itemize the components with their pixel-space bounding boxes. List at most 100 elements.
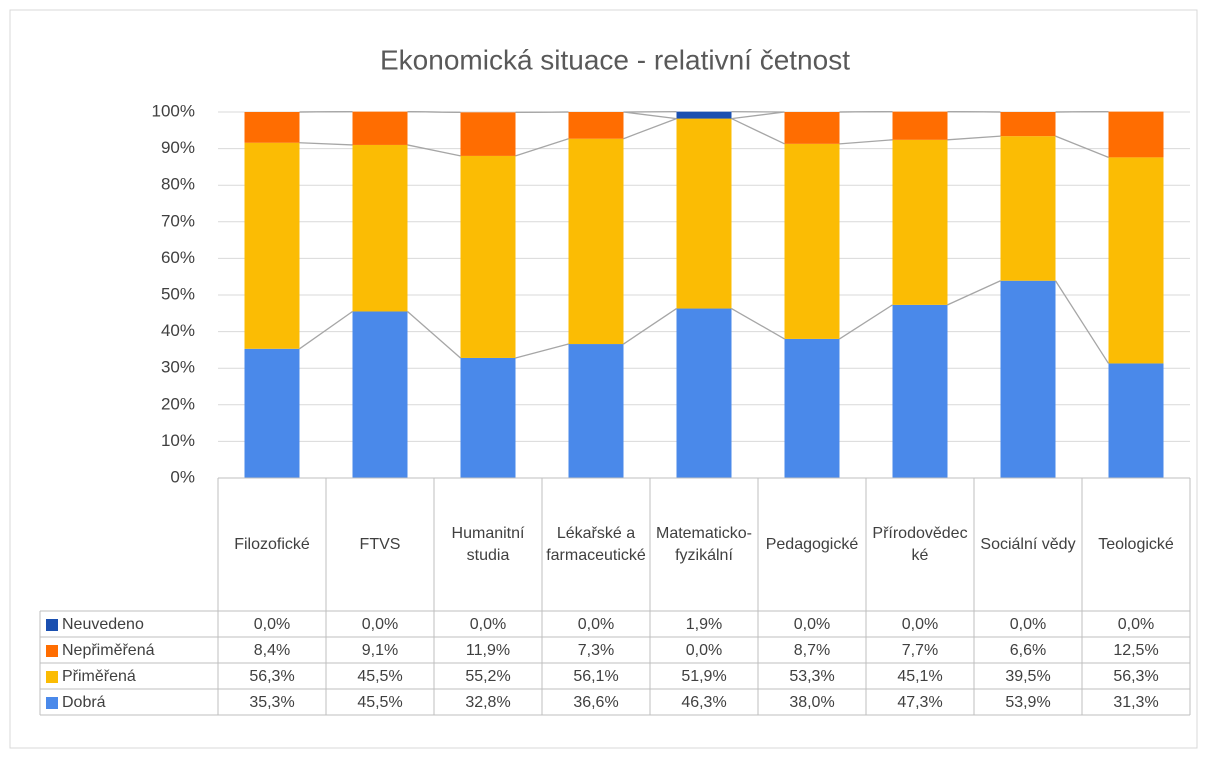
series-line (407, 110, 461, 114)
y-tick-label: 50% (161, 284, 195, 303)
bar-segment (784, 112, 840, 144)
series-line (299, 310, 353, 350)
y-tick-label: 20% (161, 394, 195, 413)
bar-segment (676, 118, 732, 309)
bar-segment (1108, 111, 1164, 158)
data-label: 8,4% (254, 642, 290, 659)
legend-label: Dobrá (62, 694, 106, 711)
category-cell: Lékařské a farmaceutické (546, 524, 646, 564)
y-tick-label: 70% (161, 211, 195, 230)
x-tick-label: Pedagogické (765, 535, 859, 553)
data-label: 36,6% (573, 694, 618, 711)
category-cell: Matematicko-fyzikální (656, 525, 752, 564)
series-line (623, 308, 677, 345)
bar-segment (784, 338, 840, 478)
x-tick-label: Teologické (1098, 535, 1174, 553)
series-line (407, 310, 461, 359)
series-line (947, 135, 1001, 141)
y-tick-label: 40% (161, 321, 195, 340)
data-label: 56,1% (573, 668, 618, 685)
series-line (407, 144, 461, 157)
bar-segment (244, 142, 300, 349)
data-label: 9,1% (362, 642, 398, 659)
legend-key (46, 671, 58, 683)
x-tick-label: Lékařské a farmaceutické (546, 524, 646, 564)
series-line (623, 111, 677, 120)
bar-segment (568, 344, 624, 478)
category-cell: Teologické (1098, 535, 1174, 553)
series-line (299, 142, 353, 146)
data-label: 31,3% (1113, 694, 1158, 711)
data-label: 55,2% (465, 668, 510, 685)
legend-key (46, 619, 58, 631)
category-cell: Humanitní studia (451, 524, 525, 564)
category-cell: Sociální vědy (980, 535, 1076, 553)
bar-segment (892, 111, 948, 140)
data-label: 45,5% (357, 694, 402, 711)
y-tick-label: 10% (161, 431, 195, 450)
data-label: 53,3% (789, 668, 834, 685)
series-line (947, 280, 1001, 306)
y-tick-label: 0% (170, 467, 195, 486)
series-line (515, 138, 569, 157)
legend-label: Přiměřená (62, 668, 136, 685)
bar-segment (892, 304, 948, 478)
chart-title: Ekonomická situace - relativní četnost (380, 44, 850, 75)
y-tick-label: 30% (161, 358, 195, 377)
data-label: 0,0% (578, 616, 614, 633)
data-label: 0,0% (362, 616, 398, 633)
category-cell: Přírodovědecké (872, 524, 968, 564)
bar-segment (1000, 136, 1056, 281)
bar-segment (1108, 157, 1164, 364)
series-line (1054, 280, 1110, 364)
series-line (731, 118, 785, 145)
data-label: 7,7% (902, 642, 938, 659)
data-label: 0,0% (1118, 616, 1154, 633)
data-label: 45,5% (357, 668, 402, 685)
data-label: 38,0% (789, 694, 834, 711)
data-label: 32,8% (465, 694, 510, 711)
y-tick-label: 100% (152, 101, 195, 120)
legend-label: Neuvedeno (62, 616, 144, 633)
data-label: 51,9% (681, 668, 726, 685)
data-label: 0,0% (794, 616, 830, 633)
data-label: 6,6% (1010, 642, 1046, 659)
bar-segment (784, 143, 840, 339)
data-label: 0,0% (470, 616, 506, 633)
bar-segment (352, 111, 408, 145)
bar-segment (568, 112, 624, 139)
data-label: 56,3% (1113, 668, 1158, 685)
x-tick-label: Humanitní studia (451, 524, 525, 564)
data-label: 0,0% (902, 616, 938, 633)
bar-segment (352, 144, 408, 312)
data-label: 0,0% (254, 616, 290, 633)
data-label: 35,3% (249, 694, 294, 711)
legend-key (46, 645, 58, 657)
x-tick-label: Přírodovědecké (872, 524, 968, 564)
bar-segment (676, 308, 732, 478)
bar-segment (892, 139, 948, 305)
bar-segment (460, 357, 516, 478)
y-tick-label: 60% (161, 248, 195, 267)
data-label: 11,9% (466, 642, 510, 659)
series-line (731, 111, 785, 120)
data-label: 45,1% (897, 668, 942, 685)
data-label: 0,0% (1010, 616, 1046, 633)
y-tick-label: 90% (161, 138, 195, 157)
x-tick-label: Sociální vědy (980, 535, 1076, 553)
data-label: 1,9% (686, 616, 722, 633)
series-line (515, 343, 569, 359)
bar-segment (1000, 280, 1056, 478)
category-cell: FTVS (360, 536, 401, 553)
legend-label: Nepřiměřená (62, 642, 155, 659)
series-line (1055, 135, 1109, 158)
x-tick-label: Filozofické (234, 535, 310, 553)
data-label: 8,7% (794, 642, 830, 659)
bar-segment (460, 155, 516, 358)
data-label: 0,0% (686, 642, 722, 659)
data-label: 46,3% (681, 694, 726, 711)
bar-segment (460, 112, 516, 156)
bar-segment (1000, 112, 1056, 137)
series-line (731, 307, 785, 340)
